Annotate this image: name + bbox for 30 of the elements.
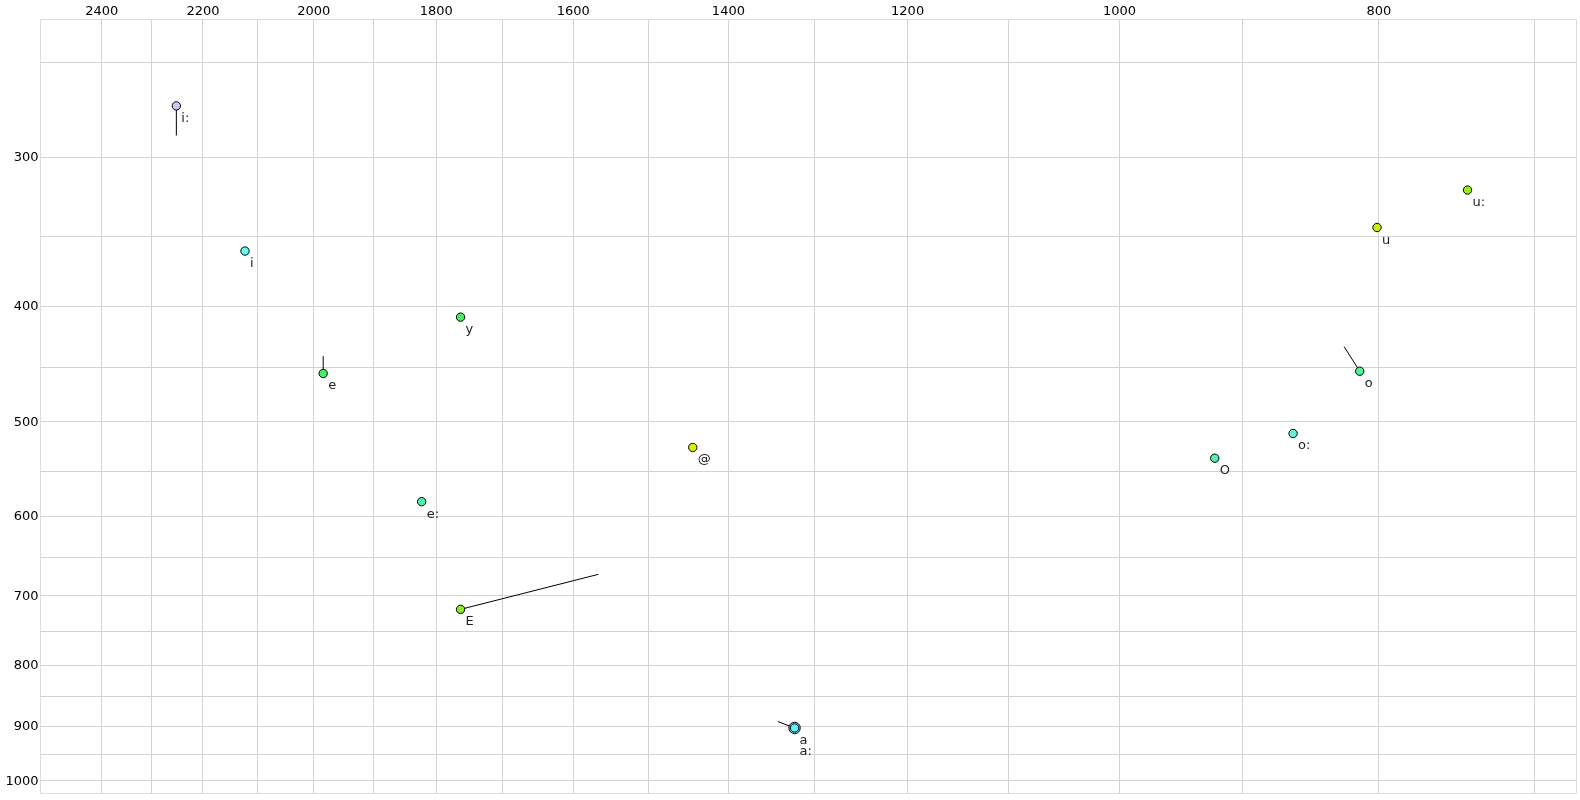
y-tick-label: 400 <box>13 298 39 314</box>
series-label: o: <box>1298 437 1311 453</box>
series-label: u <box>1382 231 1391 247</box>
y-tick-label: 800 <box>13 657 39 673</box>
x-tick-label: 800 <box>1366 2 1392 18</box>
y-tick-label: 600 <box>13 508 39 524</box>
y-tick-label: 900 <box>13 718 39 734</box>
series-label: y <box>465 321 474 337</box>
series-label: o <box>1364 375 1373 391</box>
series-label: i: <box>181 109 190 125</box>
x-tick-label: 1000 <box>1103 2 1137 18</box>
y-tick-label: 300 <box>13 149 39 165</box>
series-label: a <box>799 731 808 747</box>
series-label: @ <box>697 451 711 467</box>
x-tick-label: 1800 <box>419 2 453 18</box>
series-label: e <box>328 377 337 393</box>
y-tick-label: 500 <box>13 413 39 429</box>
series-label: O <box>1219 462 1230 478</box>
series-label: E <box>465 613 474 629</box>
series-label: u: <box>1472 194 1486 210</box>
series-label: e: <box>426 505 440 521</box>
x-tick-label: 1400 <box>711 2 745 18</box>
x-tick-label: 2200 <box>186 2 220 18</box>
x-tick-label: 1600 <box>556 2 590 18</box>
series-label: i <box>249 255 254 271</box>
x-tick-label: 1200 <box>891 2 925 18</box>
y-tick-label: 700 <box>13 587 39 603</box>
x-tick-label: 2400 <box>85 2 119 18</box>
x-tick-label: 2000 <box>297 2 331 18</box>
y-tick-label: 1000 <box>5 772 39 788</box>
